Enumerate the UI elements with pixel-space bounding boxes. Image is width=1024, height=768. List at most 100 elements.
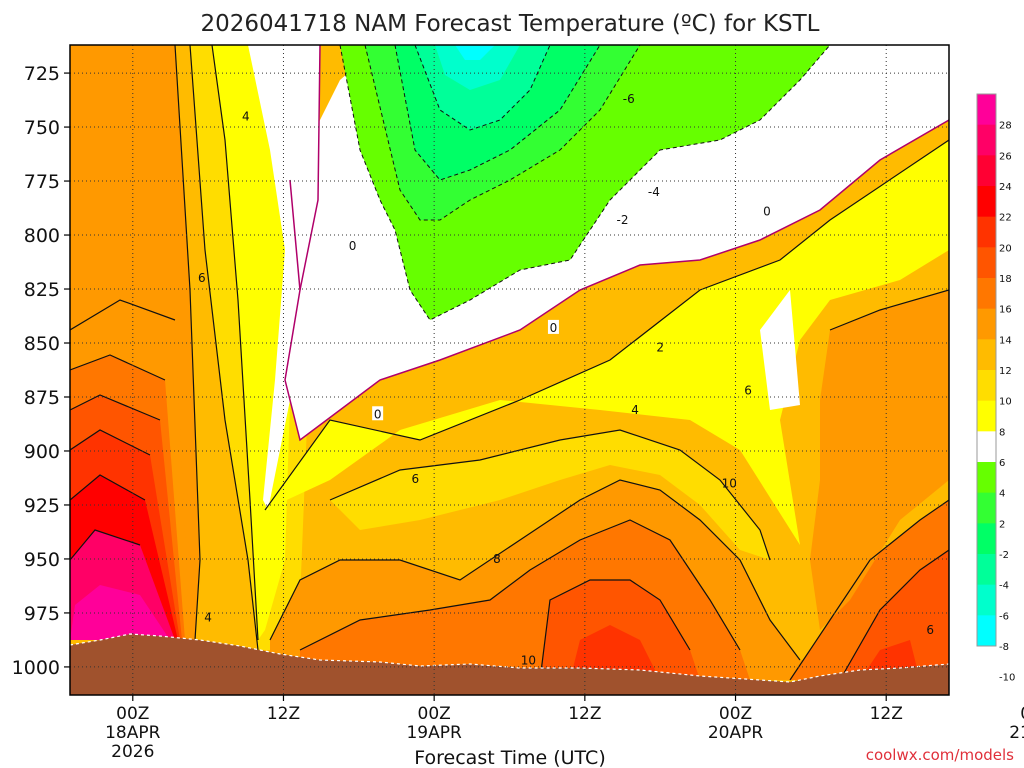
colorbar-label: -8 — [999, 642, 1009, 653]
colorbar-label: -2 — [999, 550, 1009, 561]
colorbar-label: 20 — [999, 243, 1012, 254]
contour-label-bg — [547, 319, 559, 334]
colorbar-swatch — [977, 124, 996, 156]
x-tick-label: 20APR — [708, 723, 764, 743]
x-tick-label: 21APR — [1009, 723, 1024, 743]
x-tick-label: 18APR — [105, 723, 161, 743]
y-tick-label: 850 — [24, 333, 60, 355]
colorbar-frame — [976, 93, 997, 647]
colorbar-label: -6 — [999, 611, 1009, 622]
colorbar-label: 14 — [999, 335, 1012, 346]
colorbar-swatch — [977, 400, 996, 432]
y-tick-label: 900 — [24, 441, 60, 463]
colorbar-label: 28 — [999, 121, 1012, 132]
contour-label: 8 — [493, 552, 501, 566]
colorbar-swatch — [977, 186, 996, 218]
colorbar-swatch — [977, 431, 996, 463]
colorbar-legend: 28 26 24 22 20 18 16 14 12 10 8 6 4 2 -2 -4 -6 -8 -10 — [976, 93, 1015, 684]
colorbar-label: 2 — [999, 519, 1005, 530]
colorbar-swatch — [977, 584, 996, 616]
contour-label: 6 — [744, 384, 752, 398]
colorbar-label: 26 — [999, 151, 1012, 162]
colorbar-label: 8 — [999, 427, 1005, 438]
surface-line — [70, 633, 949, 683]
ground-terrain — [70, 634, 949, 695]
x-tick-label: 00Z — [1020, 704, 1024, 724]
contour-label: 0 — [349, 239, 357, 253]
colorbar-swatch — [977, 339, 996, 371]
plot-frame — [69, 44, 950, 696]
temperature-fill-bands — [70, 45, 949, 695]
contour-label-bg — [372, 406, 384, 421]
y-tick-label: 750 — [24, 117, 60, 139]
y-tick-label: 775 — [24, 171, 60, 193]
x-tick-label: 00Z — [719, 704, 752, 724]
plot-area — [70, 45, 949, 695]
colorbar-label: 16 — [999, 305, 1012, 316]
colorbar-swatch — [977, 247, 996, 279]
x-tick-label: 12Z — [267, 704, 300, 724]
contour-label: 0 — [374, 407, 382, 421]
contour-label-bg — [347, 237, 359, 252]
contour-label: 4 — [204, 610, 212, 624]
contour-label: 2 — [656, 340, 664, 354]
x-tick-label: 00Z — [418, 704, 451, 724]
colorbar-label: 10 — [999, 397, 1012, 408]
contour-label-bg — [761, 203, 773, 218]
freezing-contour-lines — [284, 45, 949, 442]
y-tick-label: 875 — [24, 387, 60, 409]
x-axis-label: Forecast Time (UTC) — [414, 747, 605, 768]
contour-label: 0 — [550, 321, 558, 335]
y-tick-label: 975 — [24, 603, 60, 625]
y-tick-label: 950 — [24, 549, 60, 571]
colorbar-swatch — [977, 278, 996, 310]
colorbar-label: 22 — [999, 213, 1012, 224]
colorbar-label: -4 — [999, 581, 1009, 592]
contour-label: 4 — [242, 109, 250, 123]
colorbar-swatch — [977, 308, 996, 340]
colorbar-swatch — [977, 492, 996, 524]
x-tick-label: 00Z — [116, 704, 149, 724]
y-tick-label: 1000 — [12, 657, 60, 679]
colorbar-swatch — [977, 462, 996, 494]
chart-title: 2026041718 NAM Forecast Temperature (ºC)… — [200, 11, 819, 37]
colorbar-swatch — [977, 554, 996, 586]
colorbar-swatch — [977, 370, 996, 402]
y-axis-ticks: 725 750 775 800 825 850 875 900 925 950 975 1000 — [12, 63, 70, 679]
y-tick-label: 925 — [24, 495, 60, 517]
colorbar-swatch — [977, 94, 996, 126]
contour-label: 6 — [412, 472, 420, 486]
x-tick-label: 12Z — [870, 704, 903, 724]
contour-label: 10 — [521, 653, 536, 667]
x-tick-label: 2026 — [111, 742, 154, 762]
colorbar-swatch — [977, 615, 996, 647]
y-tick-label: 825 — [24, 279, 60, 301]
y-tick-label: 800 — [24, 225, 60, 247]
watermark-text: coolwx.com/models — [866, 746, 1014, 764]
x-tick-label: 12Z — [568, 704, 601, 724]
colorbar-swatch — [977, 155, 996, 187]
y-tick-label: 725 — [24, 63, 60, 85]
colorbar-label: 18 — [999, 274, 1012, 285]
contour-label: 10 — [722, 476, 737, 490]
x-tick-label: 19APR — [406, 723, 462, 743]
gridlines — [70, 45, 949, 695]
contour-label: 4 — [631, 403, 639, 417]
colorbar-label: 6 — [999, 458, 1005, 469]
isotherm-contour-lines — [70, 45, 949, 681]
colorbar-label: 12 — [999, 366, 1012, 377]
contour-label: 6 — [198, 271, 206, 285]
contour-label: 6 — [926, 623, 934, 637]
x-axis-ticks: 00Z18APR202612Z00Z19APR12Z00Z20APR12Z00Z… — [105, 695, 1024, 762]
contour-label: 0 — [763, 204, 771, 218]
colorbar-label: -10 — [999, 673, 1015, 684]
colorbar-swatch — [977, 216, 996, 248]
colorbar-swatch — [977, 523, 996, 555]
contour-label: -2 — [617, 213, 629, 227]
colorbar-label: 4 — [999, 489, 1005, 500]
colorbar-label: 24 — [999, 182, 1012, 193]
contour-label: -4 — [648, 185, 660, 199]
contour-label: -6 — [623, 92, 635, 106]
